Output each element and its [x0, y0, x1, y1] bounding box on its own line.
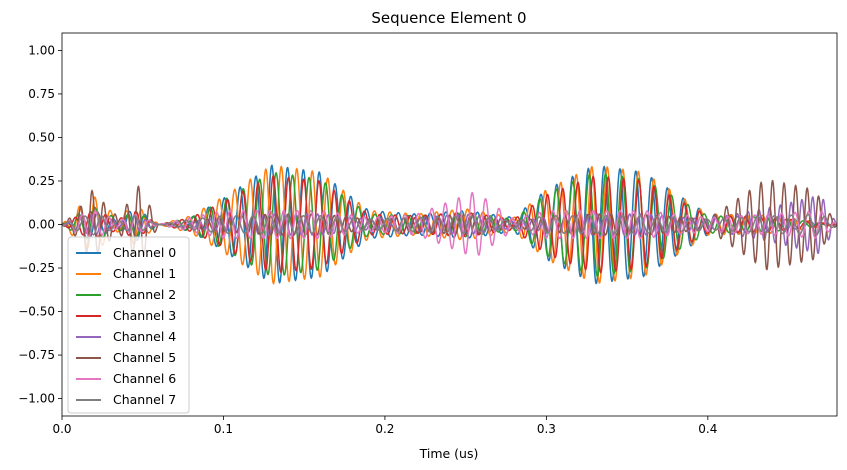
x-axis-label: Time (us): [419, 446, 479, 461]
chart-title: Sequence Element 0: [371, 9, 526, 27]
legend-label: Channel 2: [113, 287, 176, 302]
y-tick-label: −0.50: [18, 305, 55, 319]
series-line-6: [62, 191, 837, 257]
y-tick-label: 0.75: [28, 87, 55, 101]
y-tick-label: −0.25: [18, 261, 55, 275]
y-tick-label: −0.75: [18, 348, 55, 362]
y-tick-label: −1.00: [18, 392, 55, 406]
x-tick-label: 0.1: [214, 422, 233, 436]
y-tick-label: 1.00: [28, 43, 55, 57]
plot-area: [61, 32, 838, 417]
series-line-7: [62, 213, 837, 236]
x-tick-label: 0.4: [698, 422, 717, 436]
x-axis: 0.0 0.1 0.2 0.3 0.4: [52, 416, 717, 436]
legend-label: Channel 7: [113, 392, 176, 407]
legend-label: Channel 1: [113, 266, 176, 281]
legend-label: Channel 0: [113, 245, 176, 260]
legend-label: Channel 3: [113, 308, 176, 323]
y-tick-label: 0.00: [28, 218, 55, 232]
legend-label: Channel 4: [113, 329, 176, 344]
series-line-4: [62, 195, 837, 255]
x-tick-label: 0.3: [537, 422, 556, 436]
x-tick-label: 0.2: [375, 422, 394, 436]
legend-label: Channel 6: [113, 371, 176, 386]
legend-box: [67, 236, 190, 414]
y-axis: −1.00 −0.75 −0.50 −0.25 0.00 0.25 0.50 0.75 1.00: [18, 43, 62, 406]
x-tick-label: 0.0: [52, 422, 71, 436]
y-tick-label: 0.25: [28, 174, 55, 188]
legend: Channel 0 Channel 1 Channel 2 Channel 3 Chan…: [67, 236, 190, 414]
legend-label: Channel 5: [113, 350, 176, 365]
y-tick-label: 0.50: [28, 130, 55, 144]
